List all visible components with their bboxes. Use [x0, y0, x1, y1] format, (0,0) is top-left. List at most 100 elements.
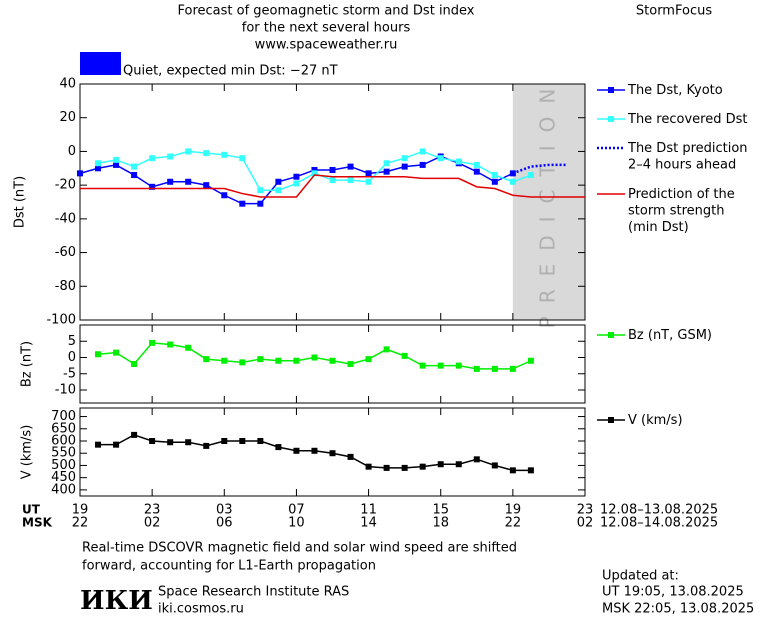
data-point: [365, 356, 372, 363]
series-line: [512, 163, 567, 175]
institute: Space Research Institute RAS: [158, 585, 349, 600]
data-point: [473, 168, 480, 175]
url: iki.cosmos.ru: [158, 602, 244, 617]
legend-label: The Dst, Kyoto: [627, 83, 723, 98]
x-tick-label-msk: 10: [288, 516, 305, 531]
y-tick-label: 40: [59, 77, 76, 92]
x-tick-label-msk: 18: [432, 516, 449, 531]
data-point: [527, 172, 534, 179]
data-point: [167, 178, 174, 185]
data-point: [275, 444, 282, 451]
prediction-label: PREDICTION: [535, 76, 559, 329]
y-tick-label: -100: [46, 313, 76, 328]
data-point: [203, 356, 210, 363]
data-point: [275, 357, 282, 364]
brand: StormFocus: [636, 4, 712, 19]
y-tick-label: -60: [55, 245, 76, 260]
data-point: [131, 172, 138, 179]
legend-label: The recovered Dst: [627, 112, 747, 127]
time-row-name: UT: [22, 503, 41, 517]
data-point: [203, 150, 210, 157]
x-tick-label-msk: 06: [216, 516, 233, 531]
y-tick-label: -20: [55, 178, 76, 193]
data-point: [113, 441, 120, 448]
data-point: [455, 461, 462, 468]
data-point: [293, 173, 300, 180]
data-point: [419, 161, 426, 168]
data-point: [185, 344, 192, 351]
y-tick-label: 5: [68, 334, 76, 349]
data-point: [527, 357, 534, 364]
y-tick-label: 0: [68, 144, 76, 159]
data-point: [275, 178, 282, 185]
data-point: [383, 168, 390, 175]
data-point: [383, 346, 390, 353]
plot-frame: [79, 407, 586, 497]
time-row-dates: 12.08–14.08.2025: [600, 516, 718, 531]
data-point: [473, 365, 480, 372]
data-point: [149, 183, 156, 190]
data-point: [473, 456, 480, 463]
data-point: [455, 362, 462, 369]
data-point: [419, 463, 426, 470]
data-point: [203, 182, 210, 189]
legend-marker: [608, 116, 614, 122]
legend-label-line: Bz (nT, GSM): [628, 328, 712, 343]
data-point: [185, 148, 192, 155]
data-point: [113, 161, 120, 168]
data-point: [113, 156, 120, 163]
x-tick-label-msk: 02: [577, 516, 594, 531]
title-line: www.spaceweather.ru: [255, 38, 398, 53]
data-point: [365, 463, 372, 470]
legend-label: V (km/s): [628, 413, 683, 428]
x-tick-label: 11: [360, 503, 377, 518]
data-point: [491, 172, 498, 179]
y-tick-label: 650: [51, 421, 76, 436]
data-point: [293, 447, 300, 454]
data-point: [509, 178, 516, 185]
updated-line: MSK 22:05, 13.08.2025: [602, 602, 754, 617]
data-point: [149, 339, 156, 346]
data-point: [527, 467, 534, 474]
legend-label: The Dst prediction 2–4 hours ahead: [627, 141, 748, 173]
time-row-name: MSK: [22, 516, 53, 530]
y-tick-label: -80: [55, 279, 76, 294]
legend-marker: [608, 87, 614, 93]
data-point: [437, 461, 444, 468]
legend-label-line: The Dst, Kyoto: [627, 83, 723, 98]
plot-frame: [79, 83, 586, 321]
y-tick-label: 600: [51, 434, 76, 449]
data-point: [401, 163, 408, 170]
data-point: [185, 178, 192, 185]
y-tick-label: 550: [51, 446, 76, 461]
data-point: [221, 151, 228, 158]
data-point: [167, 439, 174, 446]
y-tick-label: 0: [68, 350, 76, 365]
data-point: [149, 155, 156, 162]
legend-label: Bz (nT, GSM): [628, 328, 712, 343]
y-axis-label: Bz (nT): [20, 341, 35, 387]
y-axis-label: V (km/s): [20, 425, 35, 480]
data-point: [257, 356, 264, 363]
updated-line: UT 19:05, 13.08.2025: [602, 585, 744, 600]
data-point: [509, 467, 516, 474]
y-tick-label: -5: [63, 366, 76, 381]
data-point: [419, 362, 426, 369]
data-point: [257, 187, 264, 194]
data-point: [401, 155, 408, 162]
data-point: [167, 153, 174, 160]
data-point: [257, 438, 264, 444]
legend-label-line: storm strength: [628, 203, 725, 218]
data-point: [239, 200, 246, 207]
data-point: [473, 161, 480, 168]
data-point: [239, 359, 246, 366]
y-tick-label: 700: [51, 409, 76, 424]
y-tick-label: -10: [55, 383, 76, 398]
x-tick-label: 07: [288, 503, 305, 518]
legend-marker: [608, 332, 614, 338]
title-line: for the next several hours: [242, 21, 411, 36]
y-tick-label: 450: [51, 470, 76, 485]
data-point: [95, 441, 102, 448]
x-tick-label: 19: [505, 503, 522, 518]
